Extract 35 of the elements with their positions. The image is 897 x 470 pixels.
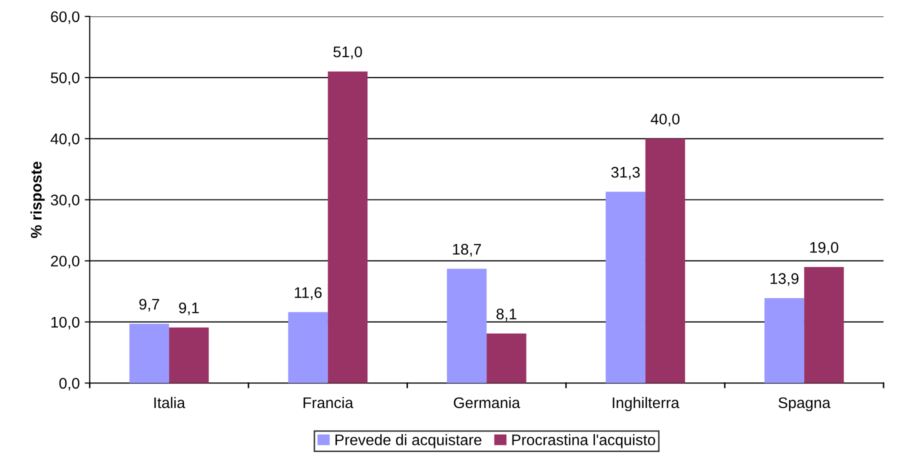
legend-label: Procrastina l'acquisto xyxy=(512,434,656,448)
data-label: 9,7 xyxy=(139,298,160,312)
y-tick-label: 10,0 xyxy=(51,316,80,330)
y-tick-label: 20,0 xyxy=(51,256,80,268)
y-tick-label: 60,0 xyxy=(51,11,80,24)
bar xyxy=(288,312,328,384)
x-tick-label: Italia xyxy=(154,396,186,408)
bar xyxy=(446,268,487,384)
bar xyxy=(645,138,686,384)
data-label: 9,1 xyxy=(179,302,199,316)
y-axis-title: % risposte xyxy=(30,162,45,238)
data-label: 40,0 xyxy=(650,114,680,126)
bar xyxy=(486,334,526,384)
bar xyxy=(764,298,804,384)
data-label: 19,0 xyxy=(810,242,838,255)
x-tick-label: Spagna xyxy=(778,397,830,412)
data-label: 13,9 xyxy=(770,273,798,286)
bar xyxy=(169,327,209,384)
bar xyxy=(328,71,368,384)
data-label: 8,1 xyxy=(496,308,516,322)
data-label: 11,6 xyxy=(294,287,322,300)
x-tick-label: Inghilterra xyxy=(612,396,680,412)
y-tick-label: 40,0 xyxy=(50,134,80,146)
y-tick-label: 30,0 xyxy=(50,194,80,208)
bar xyxy=(129,324,170,384)
y-tick-label: 50,0 xyxy=(50,72,80,86)
x-tick-label: Francia xyxy=(304,396,354,408)
x-tick-label: Germania xyxy=(454,396,520,408)
legend-label: Prevede di acquistare xyxy=(336,434,482,448)
y-tick-label: 0,0 xyxy=(59,378,80,391)
data-label: 31,3 xyxy=(611,166,640,180)
data-label: 18,7 xyxy=(453,244,481,256)
data-label: 51,0 xyxy=(333,46,362,60)
bar xyxy=(804,266,844,384)
bar xyxy=(606,192,646,384)
